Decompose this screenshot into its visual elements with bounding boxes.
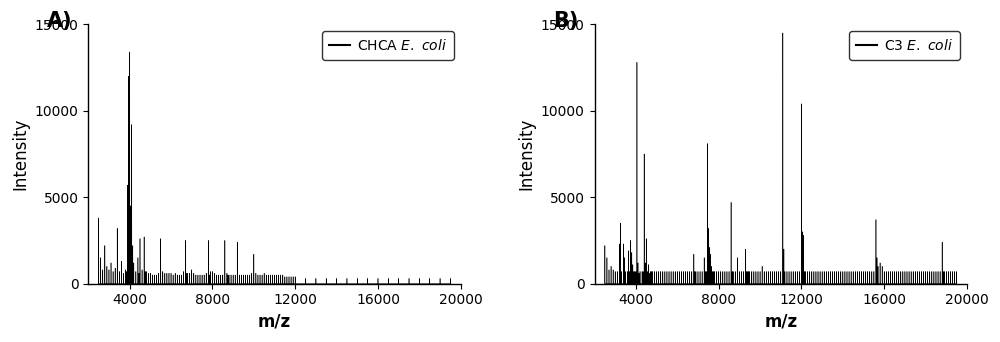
Text: B): B) (554, 11, 579, 31)
X-axis label: m/z: m/z (764, 313, 797, 331)
Legend: C3 $\it{E.\ coli}$: C3 $\it{E.\ coli}$ (849, 31, 960, 60)
Legend: CHCA $\it{E.\ coli}$: CHCA $\it{E.\ coli}$ (322, 31, 454, 60)
Y-axis label: Intensity: Intensity (11, 118, 29, 190)
Text: A): A) (47, 11, 73, 31)
X-axis label: m/z: m/z (258, 313, 291, 331)
Y-axis label: Intensity: Intensity (517, 118, 535, 190)
